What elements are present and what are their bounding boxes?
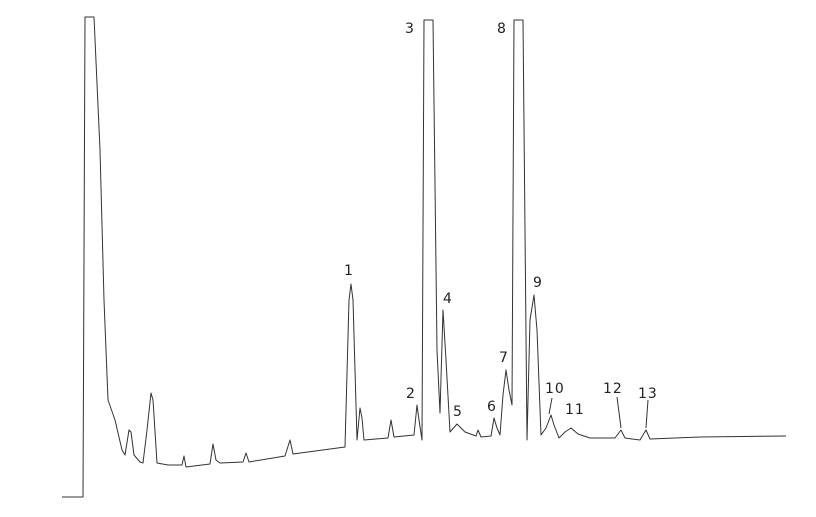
peak-label-8: 8 [497, 21, 507, 37]
peak-label-12: 12 [603, 381, 623, 397]
peak-label-9: 9 [533, 275, 543, 291]
peak-label-3: 3 [405, 21, 415, 37]
peak-label-5: 5 [453, 404, 463, 420]
peak-label-13: 13 [638, 386, 658, 402]
peak-leader-lines [548, 396, 649, 429]
peak-label-6: 6 [487, 399, 497, 415]
peak-leader-line [616, 396, 622, 429]
peak-label-4: 4 [443, 291, 453, 307]
peak-leader-line [645, 399, 649, 429]
peak-label-10: 10 [545, 381, 565, 397]
peak-leader-line [548, 397, 553, 415]
peak-label-1: 1 [344, 263, 354, 279]
peak-label-7: 7 [499, 350, 509, 366]
peak-label-2: 2 [406, 386, 416, 402]
peak-labels: 1 2 3 4 5 6 7 8 9 10 11 12 13 [344, 21, 658, 420]
peak-label-11: 11 [565, 402, 585, 418]
chromatogram-trace [62, 16, 787, 498]
